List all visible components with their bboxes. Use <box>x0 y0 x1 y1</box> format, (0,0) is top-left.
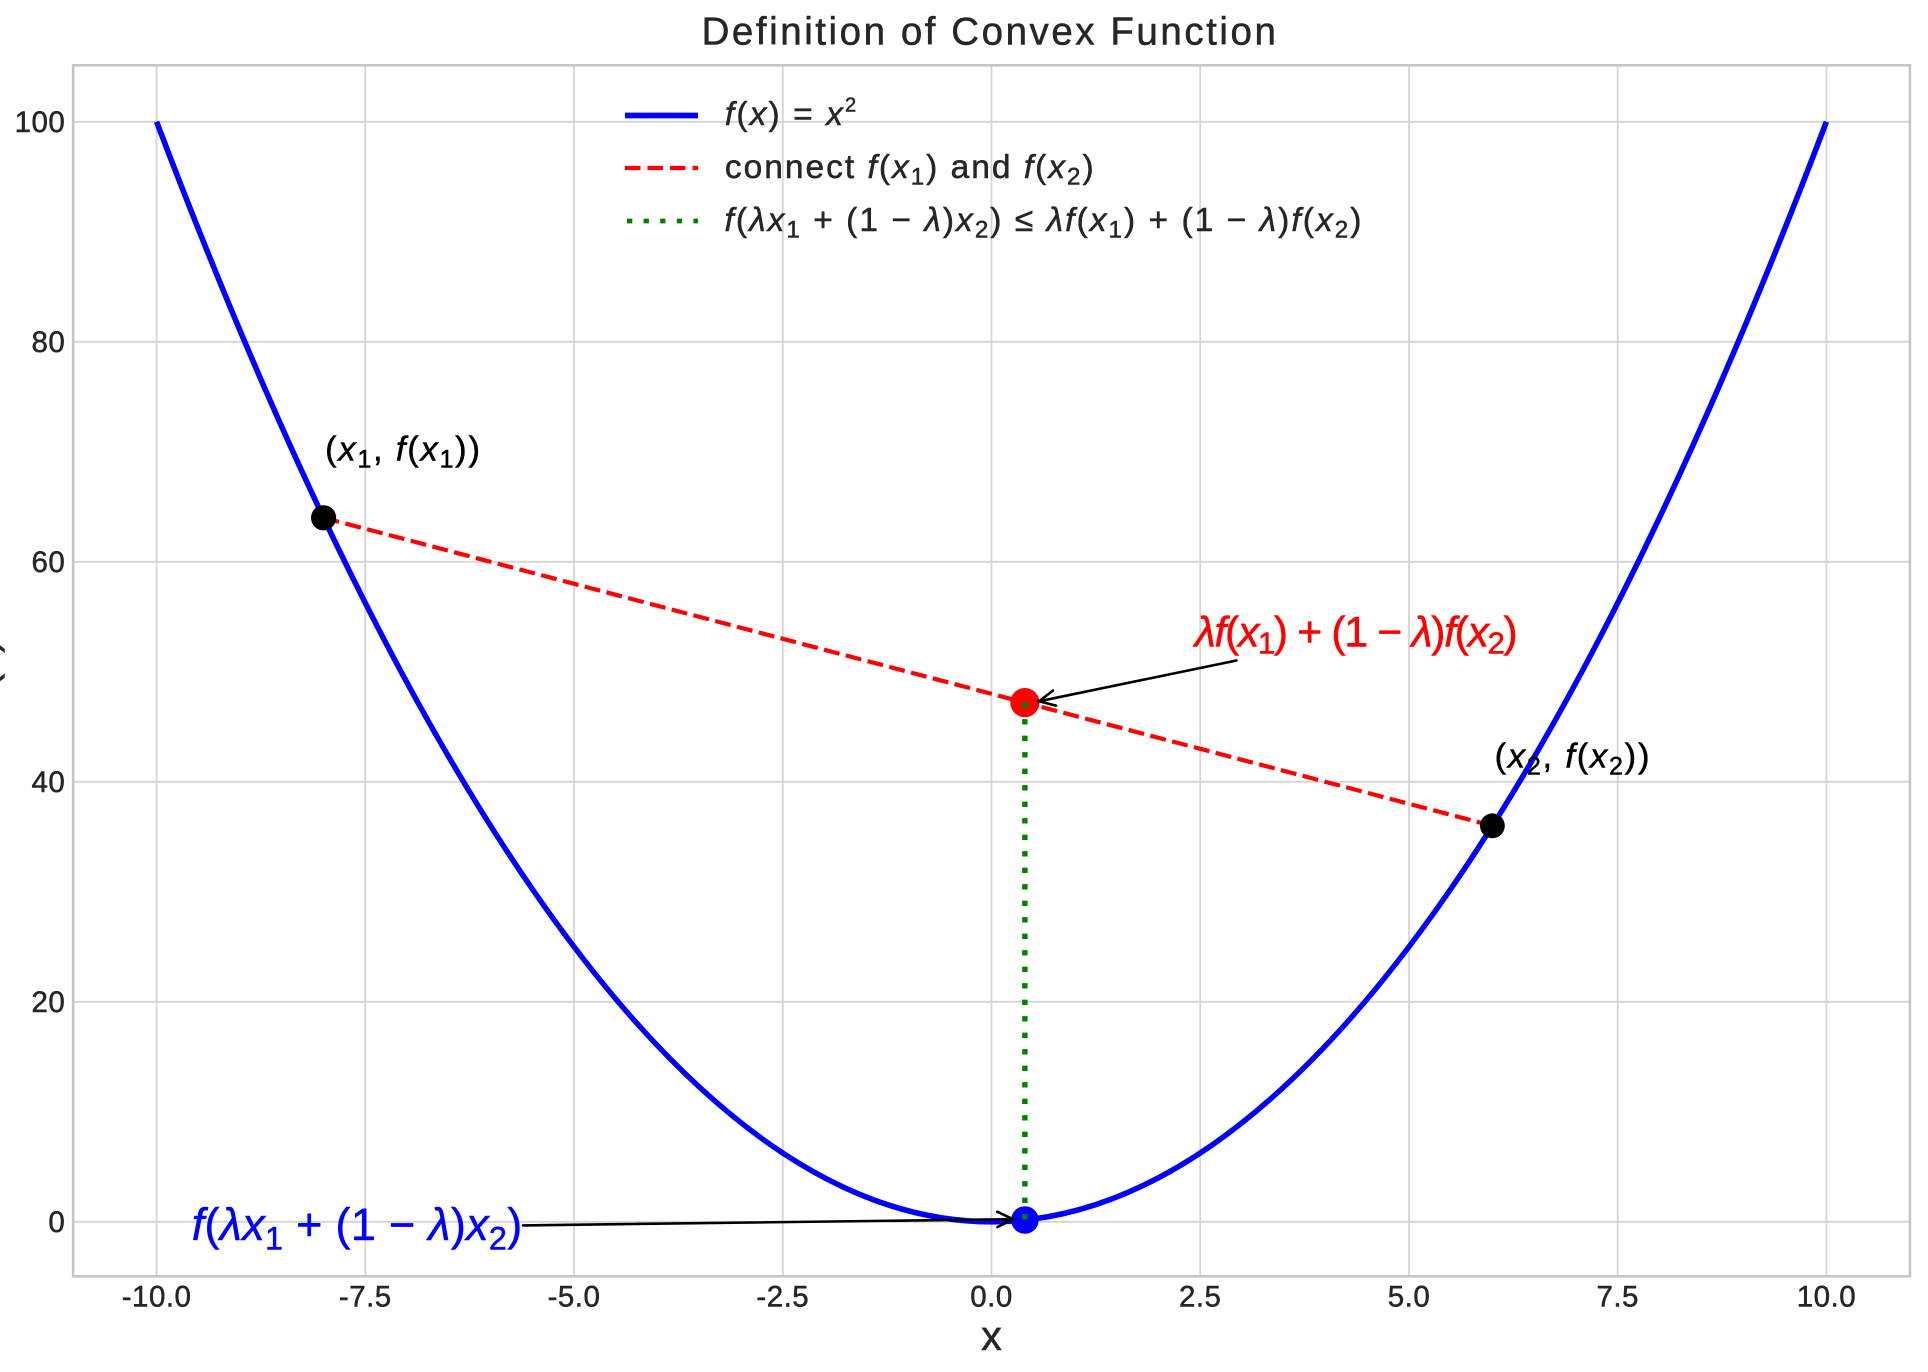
svg-text:10.0: 10.0 <box>1797 1281 1856 1314</box>
svg-text:Definition of Convex Function: Definition of Convex Function <box>702 11 1279 54</box>
svg-text:2.5: 2.5 <box>1179 1281 1222 1314</box>
svg-text:-2.5: -2.5 <box>756 1281 809 1314</box>
svg-text:f(x) = x2​: f(x) = x2​ <box>725 95 858 133</box>
svg-text:f(x): f(x) <box>0 639 5 699</box>
svg-text:-10.0: -10.0 <box>122 1281 192 1314</box>
svg-text:(x1​, f(x1​)): (x1​, f(x1​)) <box>325 430 482 473</box>
svg-text:7.5: 7.5 <box>1596 1281 1639 1314</box>
svg-text:0: 0 <box>48 1206 65 1239</box>
svg-text:40: 40 <box>31 766 65 799</box>
svg-text:x: x <box>981 1312 1002 1359</box>
svg-text:-7.5: -7.5 <box>339 1281 392 1314</box>
svg-text:connect f(x1​) and f(x2​): connect f(x1​) and f(x2​) <box>725 149 1096 191</box>
svg-text:100: 100 <box>15 106 66 139</box>
svg-text:f(λx1​ + (1 − λ)x2​) ≤ λf(x1​): f(λx1​ + (1 − λ)x2​) ≤ λf(x1​) + (1 − λ)… <box>725 202 1364 244</box>
svg-text:f(λx1​ + (1 − λ)x2​): f(λx1​ + (1 − λ)x2​) <box>192 1199 523 1257</box>
svg-text:0.0: 0.0 <box>970 1281 1013 1314</box>
svg-text:80: 80 <box>31 326 65 359</box>
svg-text:-5.0: -5.0 <box>548 1281 601 1314</box>
svg-text:5.0: 5.0 <box>1388 1281 1431 1314</box>
svg-text:λf(x1​) + (1 − λ)f(x2​): λf(x1​) + (1 − λ)f(x2​) <box>1193 609 1517 661</box>
svg-text:60: 60 <box>31 546 65 579</box>
svg-text:20: 20 <box>31 986 65 1019</box>
svg-text:(x2​, f(x2​)): (x2​, f(x2​)) <box>1495 738 1652 781</box>
